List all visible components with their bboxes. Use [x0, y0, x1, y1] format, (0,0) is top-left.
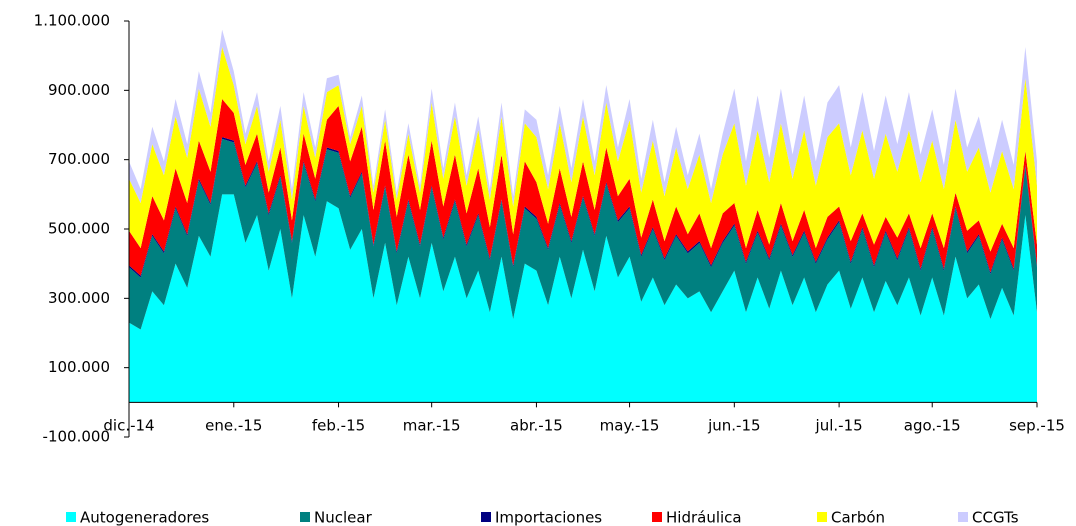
x-tick-label: feb.-15	[312, 417, 365, 435]
x-tick-label: jul.-15	[815, 417, 863, 435]
x-tick-label: ago.-15	[904, 417, 961, 435]
x-tick-label: ene.-15	[205, 417, 262, 435]
y-tick-label: 700.000	[48, 150, 110, 168]
legend-swatch	[300, 512, 310, 522]
y-tick-label: 100.000	[48, 358, 110, 376]
x-tick-label: mar.-15	[403, 417, 461, 435]
legend-label: Autogeneradores	[80, 509, 209, 526]
area	[129, 29, 1037, 207]
y-tick-label: 300.000	[48, 289, 110, 307]
legend-swatch	[817, 512, 827, 522]
legend-swatch	[652, 512, 662, 522]
area	[129, 99, 1037, 276]
x-tick-label: jun.-15	[707, 417, 760, 435]
y-tick-label: 1.100.000	[34, 12, 110, 30]
area	[129, 194, 1037, 403]
legend-label: Carbón	[831, 509, 885, 526]
y-tick-label: 500.000	[48, 220, 110, 238]
y-tick-label: 900.000	[48, 81, 110, 99]
area	[129, 138, 1037, 330]
x-tick-label: abr.-15	[510, 417, 563, 435]
legend-swatch	[958, 512, 968, 522]
legend-label: CCGTs	[972, 509, 1019, 526]
x-tick-label: may.-15	[600, 417, 660, 435]
legend-label: Importaciones	[495, 509, 602, 526]
legend-label: Hidráulica	[666, 509, 742, 526]
area	[129, 137, 1037, 278]
area	[129, 47, 1037, 252]
x-tick-label: dic.-14	[103, 417, 154, 435]
y-tick-label: -100.000	[43, 428, 110, 446]
legend-swatch	[66, 512, 76, 522]
x-tick-label: sep.-15	[1009, 417, 1065, 435]
legend-label: Nuclear	[314, 509, 373, 526]
legend-swatch	[481, 512, 491, 522]
